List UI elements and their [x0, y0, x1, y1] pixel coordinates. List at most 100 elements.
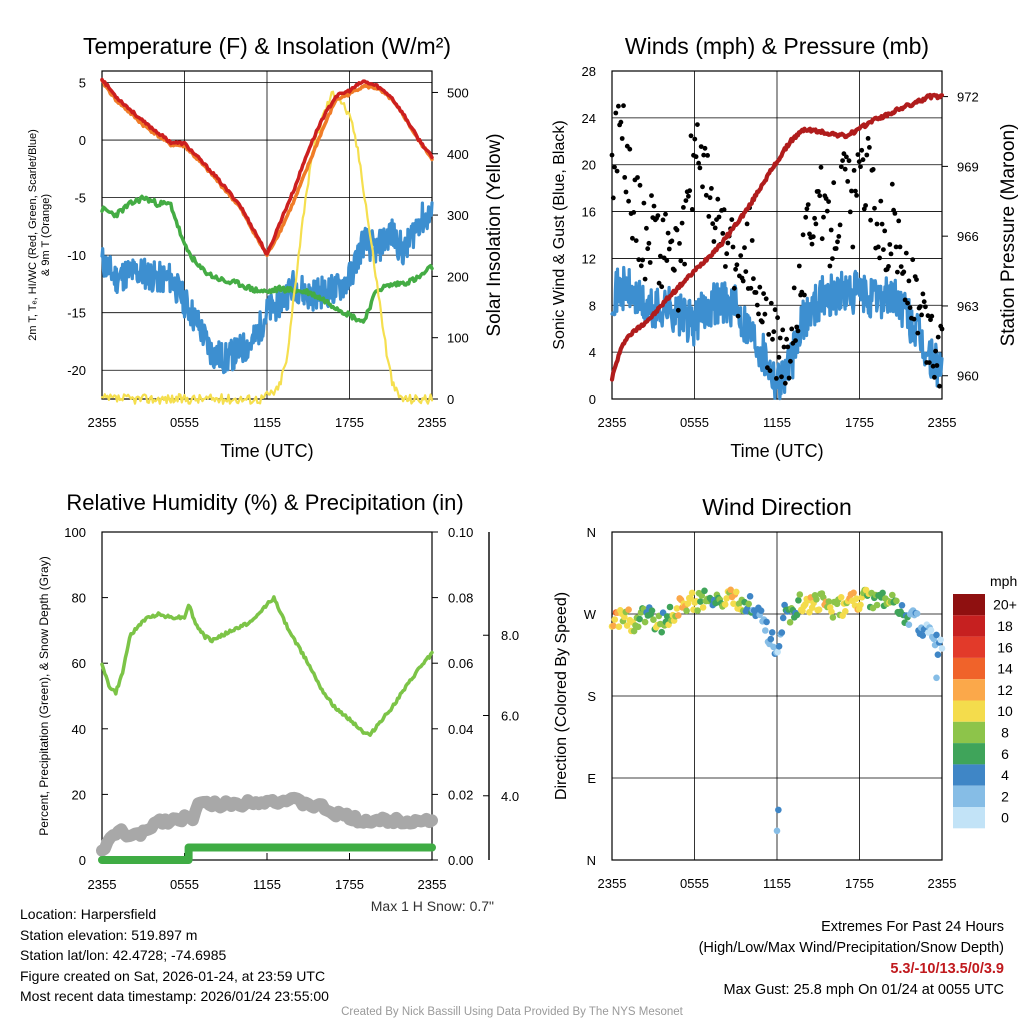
- wind-direction-point: [853, 595, 860, 602]
- max-snow-note: Max 1 H Snow: 0.7": [371, 898, 494, 914]
- gust-point: [679, 220, 685, 226]
- gust-point: [782, 380, 788, 386]
- gust-point: [711, 239, 717, 244]
- rh-y-tick-label: 0: [79, 853, 86, 868]
- temp-y-tick-label: 5: [79, 76, 86, 91]
- gust-point: [707, 195, 713, 201]
- gust-point: [930, 363, 936, 369]
- gust-point: [819, 236, 825, 242]
- gust-point: [842, 166, 848, 172]
- wind-direction-point: [723, 595, 730, 602]
- gust-point: [901, 269, 907, 275]
- gust-point: [612, 164, 617, 170]
- gust-point: [925, 313, 931, 319]
- gust-point: [621, 103, 626, 109]
- wind-direction-point: [938, 645, 946, 652]
- wind-direction-point: [757, 607, 765, 614]
- gust-point: [838, 164, 844, 170]
- gust-point: [784, 336, 789, 342]
- dir-y-axis-label: Direction (Colored By Speed): [553, 592, 570, 800]
- temp-y-tick-label: -15: [67, 306, 86, 321]
- speed-legend-label: 8: [1001, 724, 1009, 740]
- dir-x-tick-label: 2355: [928, 876, 957, 891]
- gust-point: [854, 193, 859, 198]
- gust-point: [720, 231, 726, 236]
- gust-point: [638, 263, 644, 269]
- gust-point: [859, 147, 865, 153]
- wind-direction-point: [778, 629, 786, 636]
- gust-point: [753, 290, 759, 295]
- gust-point: [772, 307, 778, 313]
- gust-point: [903, 250, 909, 256]
- gust-point: [867, 145, 872, 150]
- solar-insolation-series-line: [100, 90, 434, 405]
- gust-point: [893, 244, 899, 250]
- wind-y-tick-label: 20: [582, 158, 596, 173]
- speed-legend-swatch: [953, 764, 985, 786]
- wind-direction-point: [786, 619, 794, 626]
- wind-direction-point: [815, 606, 823, 613]
- temp-title: Temperature (F) & Insolation (W/m²): [83, 33, 451, 59]
- extremes-summary: Extremes For Past 24 Hours (High/Low/Max…: [699, 917, 1004, 1001]
- wind-y-right-tick-label: 969: [957, 159, 979, 174]
- gust-point: [855, 152, 861, 158]
- wind-direction-point: [650, 616, 657, 623]
- wind-direction-point: [694, 607, 701, 614]
- wind-direction-point: [658, 628, 665, 636]
- gust-point: [776, 354, 782, 360]
- gust-point: [651, 203, 657, 209]
- gust-point: [658, 253, 663, 259]
- gust-point: [920, 291, 926, 297]
- temp-x-tick-label: 0555: [170, 415, 199, 430]
- dir-x-tick-label: 0555: [680, 876, 709, 891]
- speed-legend-label: 6: [1001, 746, 1009, 762]
- gust-point: [633, 238, 639, 244]
- rh-y-axis-label: Percent, Precipitation (Green), & Snow D…: [37, 556, 51, 835]
- wind-direction-point: [648, 607, 656, 614]
- wind-direction-point: [615, 623, 623, 630]
- wind-direction-point: [727, 586, 734, 594]
- gust-point: [789, 326, 795, 332]
- gust-point: [935, 334, 941, 340]
- rh-x-tick-label: 1755: [335, 877, 364, 892]
- gust-point: [678, 258, 684, 264]
- gust-point: [721, 207, 727, 213]
- gust-point: [844, 154, 849, 160]
- gust-point: [878, 198, 884, 204]
- gust-point: [733, 266, 738, 272]
- wind-y-tick-label: 0: [589, 392, 596, 407]
- recent-timestamp: Most recent data timestamp: 2026/01/24 2…: [20, 988, 329, 1004]
- gust-point: [647, 260, 653, 265]
- gust-point: [817, 193, 823, 199]
- gust-point: [860, 157, 866, 163]
- rh-x-tick-label: 2355: [88, 877, 117, 892]
- gust-point: [786, 375, 792, 381]
- extremes-values: 5.3/-10/13.5/0/3.9: [890, 961, 1004, 977]
- wind-y-right-axis-label: Station Pressure (Maroon): [998, 124, 1019, 347]
- gust-point: [796, 263, 802, 269]
- wind-direction-point: [762, 627, 769, 634]
- rh-y-tick-label: 80: [72, 591, 86, 606]
- gust-point: [687, 188, 693, 194]
- wind-direction-point: [919, 632, 926, 639]
- wind-direction-point: [829, 614, 837, 621]
- dir-x-tick-label: 1755: [845, 876, 874, 891]
- gust-point: [882, 228, 888, 234]
- wind-direction-point: [634, 623, 642, 631]
- extremes-title: Extremes For Past 24 Hours: [821, 919, 1004, 935]
- station-pressure-series-line: [609, 92, 945, 382]
- gust-point: [664, 258, 670, 263]
- wind-direction-point: [623, 622, 631, 629]
- wind-direction-point: [889, 591, 896, 599]
- gust-point: [779, 374, 784, 380]
- speed-legend-label: 10: [997, 703, 1013, 719]
- wind-y-right-tick-label: 966: [957, 229, 979, 244]
- gust-point: [710, 221, 716, 227]
- gust-point: [923, 304, 928, 310]
- speed-legend-swatch: [953, 807, 985, 829]
- gust-point: [858, 164, 863, 170]
- wind-direction-point: [934, 651, 942, 658]
- gust-point: [631, 210, 637, 215]
- gust-point: [939, 326, 945, 332]
- dir-y-tick-label: N: [587, 525, 596, 540]
